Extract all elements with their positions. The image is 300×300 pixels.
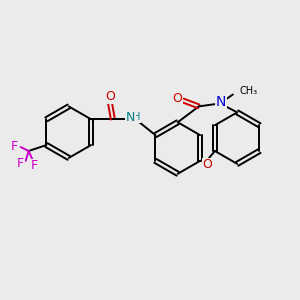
Text: N: N (216, 95, 226, 110)
Text: F: F (17, 158, 24, 170)
Text: N: N (126, 111, 135, 124)
Text: CH₃: CH₃ (240, 85, 258, 96)
Text: F: F (11, 140, 18, 152)
Text: F: F (31, 159, 38, 172)
Text: O: O (105, 90, 115, 103)
Text: O: O (172, 92, 182, 105)
Text: H: H (133, 112, 140, 122)
Text: O: O (202, 158, 212, 171)
